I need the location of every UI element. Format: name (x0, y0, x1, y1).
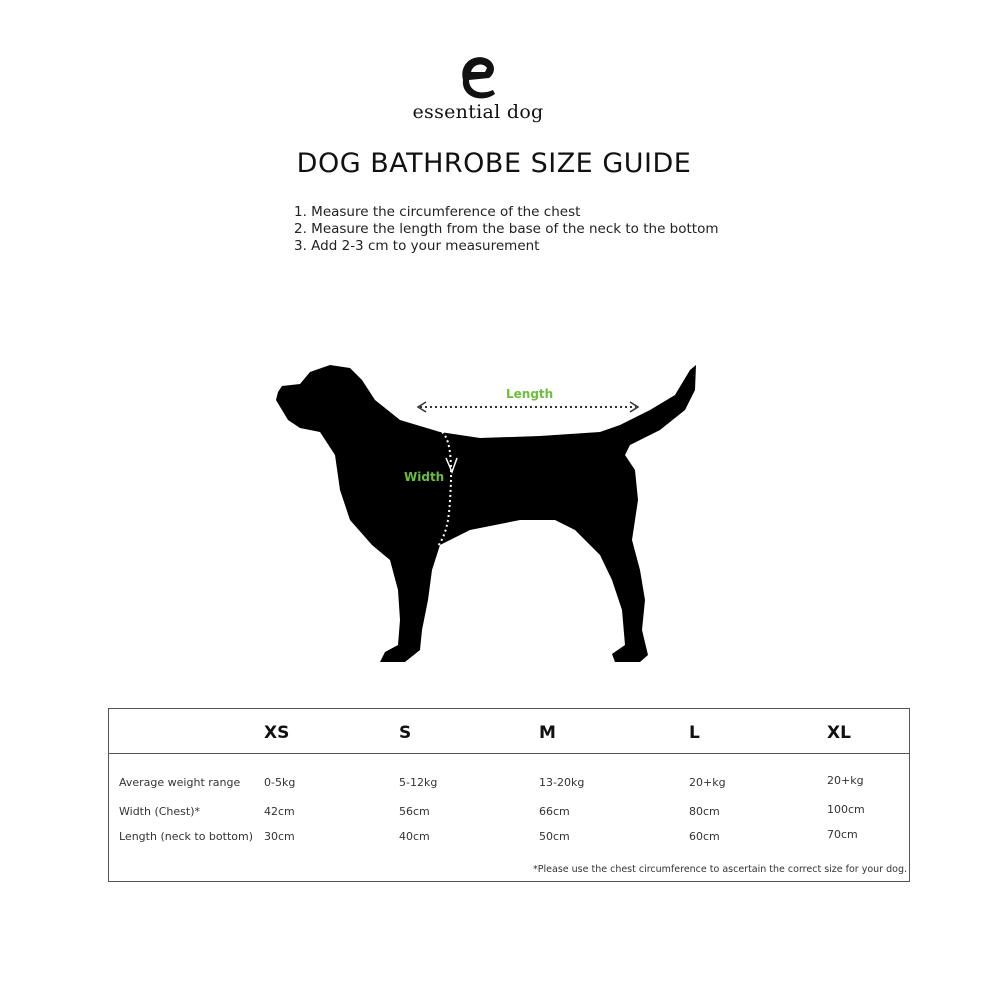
table-cell: 20+kg (689, 776, 726, 789)
size-table: XS S M L XL Average weight range 0-5kg 5… (108, 708, 910, 882)
table-cell: 60cm (689, 830, 720, 843)
footnote: *Please use the chest circumference to a… (533, 864, 907, 875)
table-cell: 100cm (827, 803, 865, 816)
table-cell: 30cm (264, 830, 295, 843)
row-label: Length (neck to bottom) (119, 830, 253, 843)
size-header-l: L (689, 723, 700, 743)
page-title: DOG BATHROBE SIZE GUIDE (296, 148, 692, 179)
size-header-xs: XS (264, 723, 290, 743)
table-cell: 40cm (399, 830, 430, 843)
table-cell: 0-5kg (264, 776, 296, 789)
table-cell: 42cm (264, 805, 295, 818)
table-cell: 70cm (827, 828, 858, 841)
table-cell: 20+kg (827, 774, 864, 787)
header-divider (109, 753, 909, 754)
instruction-step: 3. Add 2-3 cm to your measurement (294, 238, 540, 254)
essential-dog-logo-icon (462, 57, 495, 99)
dog-silhouette-diagram (276, 365, 696, 662)
size-header-m: M (539, 723, 556, 743)
length-label: Length (506, 387, 554, 401)
table-cell: 56cm (399, 805, 430, 818)
table-cell: 50cm (539, 830, 570, 843)
dog-silhouette (276, 365, 696, 662)
table-cell: 80cm (689, 805, 720, 818)
row-label: Width (Chest)* (119, 805, 201, 818)
row-label: Average weight range (119, 776, 241, 789)
instruction-step: 2. Measure the length from the base of t… (294, 221, 719, 237)
size-header-s: S (399, 723, 412, 743)
width-label: Width (404, 470, 445, 484)
brand-name: essential dog (412, 101, 544, 123)
table-cell: 5-12kg (399, 776, 438, 789)
table-cell: 13-20kg (539, 776, 585, 789)
instructions-list: 1. Measure the circumference of the ches… (294, 204, 719, 255)
table-cell: 66cm (539, 805, 570, 818)
instruction-step: 1. Measure the circumference of the ches… (294, 204, 581, 220)
size-header-xl: XL (827, 723, 851, 743)
